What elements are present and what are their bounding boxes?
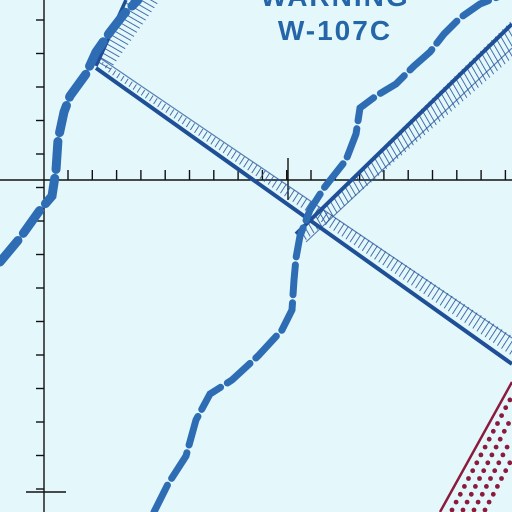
boundary-dot (500, 452, 506, 458)
boundary-dot (501, 428, 507, 434)
boundary-dot (499, 413, 504, 418)
boundary-dot (488, 476, 493, 481)
boundary-dot (466, 476, 471, 481)
boundary-dot (507, 397, 512, 403)
restricted-boundary-line (438, 381, 512, 512)
route-line-center (150, 0, 500, 512)
boundary-dot (482, 507, 488, 512)
boundary-dot (482, 444, 488, 450)
boundary-dot (490, 428, 496, 434)
boundary-dot (496, 460, 502, 466)
boundary-dot (503, 468, 509, 474)
boundary-dot (473, 484, 478, 489)
boundary-dot (479, 491, 485, 497)
dotted-restricted-boundary (449, 397, 512, 512)
boundary-dot (495, 484, 500, 489)
boundary-dot (464, 499, 470, 505)
boundary-dot (474, 460, 480, 466)
boundary-dot (489, 452, 495, 458)
boundary-dot (486, 436, 492, 442)
route-lines (0, 0, 500, 512)
boundary-dot (495, 421, 500, 426)
boundary-dot (485, 460, 491, 466)
boundary-dot (457, 491, 463, 497)
boundary-dot (449, 507, 455, 512)
boundary-dot (468, 491, 474, 497)
boundary-dot (460, 507, 466, 512)
boundary-dot (486, 499, 492, 505)
boundary-dot (478, 452, 484, 458)
route-line-left (0, 0, 143, 267)
boundary-dot (475, 499, 481, 505)
warning-area-label-line1: WARNING (260, 0, 409, 12)
boundary-dot (453, 499, 459, 505)
boundary-dot (497, 436, 503, 442)
warning-area-boundary-northeast (294, 20, 512, 243)
boundary-dot (507, 460, 512, 466)
boundary-dot (503, 405, 509, 411)
boundary-dot (492, 468, 498, 474)
boundary-dot (477, 476, 482, 481)
boundary-dot (490, 491, 496, 497)
boundary-dot (471, 507, 477, 512)
boundary-dot (504, 444, 510, 450)
warning-area-label-line2: W-107C (278, 15, 392, 46)
boundary-dot (484, 484, 489, 489)
ticks-vertical (36, 19, 44, 490)
boundary-dot (506, 421, 511, 426)
boundary-dot (493, 444, 499, 450)
boundary-dot (470, 468, 476, 474)
boundary-dot (499, 476, 504, 481)
boundary-dot (462, 484, 467, 489)
boundary-dot (481, 468, 487, 474)
